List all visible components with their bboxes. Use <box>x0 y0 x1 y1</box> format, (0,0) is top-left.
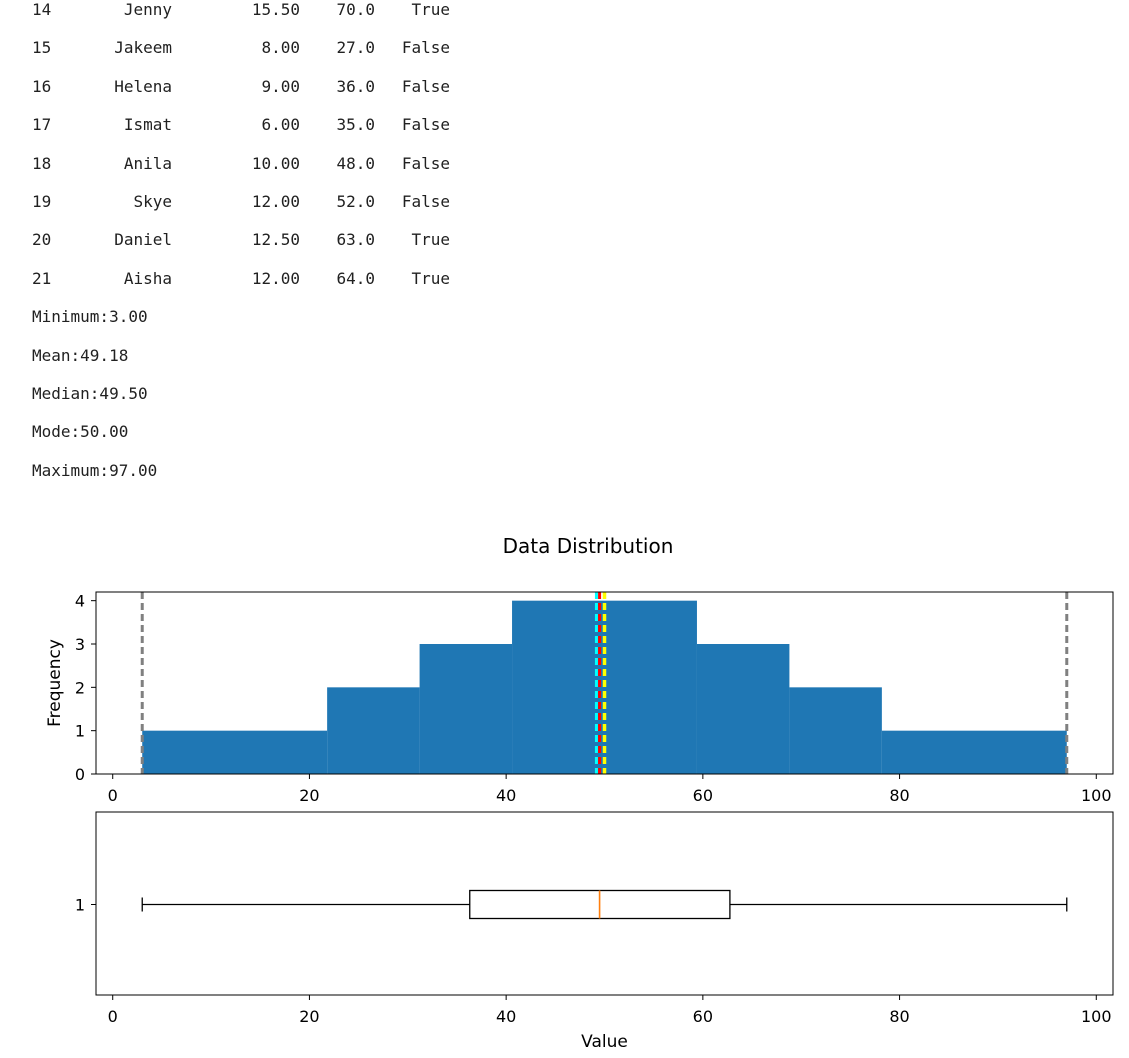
histogram-bar <box>696 644 790 774</box>
y-tick-label: 4 <box>75 592 85 611</box>
row-index: 19 <box>32 191 52 211</box>
stat-mean: Mean:49.18 <box>32 345 129 365</box>
x-tick-label: 60 <box>693 786 713 805</box>
row-hours: 8.00 <box>261 38 300 58</box>
y-tick-label: 0 <box>75 765 85 784</box>
row-pass: True <box>411 0 450 19</box>
row-grade: 48.0 <box>336 153 375 173</box>
row-name: Jakeem <box>114 38 172 58</box>
chart-figure: Data Distribution 0 20 40 60 80 100 0 1 2 3 4 Freque… <box>45 534 1114 1052</box>
row-hours: 12.00 <box>251 191 300 211</box>
boxplot-frame <box>95 811 1114 996</box>
row-index: 18 <box>32 153 52 173</box>
y-tick-label: 1 <box>75 722 85 741</box>
row-grade: 64.0 <box>336 268 375 288</box>
row-pass: False <box>401 76 450 96</box>
row-grade: 52.0 <box>336 191 375 211</box>
row-name: Daniel <box>114 230 172 250</box>
y-axis-label: Frequency <box>45 639 65 727</box>
row-pass: False <box>401 38 450 58</box>
row-grade: 35.0 <box>336 115 375 135</box>
data-table: 14 Jenny 15.50 70.0 True 15 Jakeem 8.00 27.0 Fals… <box>32 0 472 307</box>
table-row: 21 Aisha 12.00 64.0 True <box>32 269 472 307</box>
x-tick-label: 0 <box>108 1007 118 1026</box>
x-tick-label: 80 <box>889 1007 909 1026</box>
row-pass: False <box>401 191 450 211</box>
y-tick-label: 3 <box>75 635 85 654</box>
row-name: Jenny <box>123 0 172 19</box>
table-row: 17 Ismat 6.00 35.0 False <box>32 115 472 153</box>
y-tick-label: 1 <box>75 896 85 915</box>
row-grade: 63.0 <box>336 230 375 250</box>
x-tick-label: 60 <box>693 1007 713 1026</box>
x-tick-label: 40 <box>496 1007 516 1026</box>
x-tick-label: 80 <box>889 786 909 805</box>
row-grade: 70.0 <box>336 0 375 19</box>
x-tick-label: 100 <box>1081 786 1112 805</box>
row-index: 21 <box>32 268 52 288</box>
row-pass: True <box>411 230 450 250</box>
y-tick-label: 2 <box>75 678 85 697</box>
x-axis-label: Value <box>581 1032 628 1052</box>
table-row: 18 Anila 10.00 48.0 False <box>32 154 472 192</box>
histogram-bar <box>419 644 513 774</box>
row-index: 20 <box>32 230 52 250</box>
table-row: 16 Helena 9.00 36.0 False <box>32 77 472 115</box>
table-row: 19 Skye 12.00 52.0 False <box>32 192 472 230</box>
row-name: Anila <box>123 153 172 173</box>
row-hours: 12.50 <box>251 230 300 250</box>
row-name: Helena <box>114 76 172 96</box>
x-tick-label: 40 <box>496 786 516 805</box>
table-row: 14 Jenny 15.50 70.0 True <box>32 0 472 38</box>
row-index: 16 <box>32 76 52 96</box>
stat-maximum: Maximum:97.00 <box>32 460 158 480</box>
x-tick-label: 100 <box>1081 1007 1112 1026</box>
row-index: 17 <box>32 115 52 135</box>
row-hours: 12.00 <box>251 268 300 288</box>
histogram-bar <box>142 730 328 774</box>
row-index: 14 <box>32 0 52 19</box>
row-hours: 15.50 <box>251 0 300 19</box>
histogram-bar <box>789 687 882 774</box>
x-tick-label: 0 <box>108 786 118 805</box>
row-hours: 6.00 <box>261 115 300 135</box>
histogram-bar <box>881 730 1067 774</box>
table-row: 20 Daniel 12.50 63.0 True <box>32 230 472 268</box>
row-name: Skye <box>133 191 172 211</box>
row-pass: False <box>401 115 450 135</box>
chart-title: Data Distribution <box>503 534 674 558</box>
row-hours: 10.00 <box>251 153 300 173</box>
x-tick-label: 20 <box>299 786 319 805</box>
stat-mode: Mode:50.00 <box>32 422 129 442</box>
x-tick-label: 20 <box>299 1007 319 1026</box>
row-name: Aisha <box>123 268 172 288</box>
row-pass: False <box>401 153 450 173</box>
histogram-frame <box>95 591 1114 775</box>
row-name: Ismat <box>123 115 172 135</box>
histogram-bar <box>327 687 420 774</box>
figure: Data Distribution 0 20 40 60 80 100 0 1 2 3 4 Freque… <box>0 525 1129 1058</box>
row-pass: True <box>411 268 450 288</box>
row-grade: 36.0 <box>336 76 375 96</box>
table-row: 15 Jakeem 8.00 27.0 False <box>32 38 472 76</box>
stat-median: Median:49.50 <box>32 383 148 403</box>
stat-minimum: Minimum:3.00 <box>32 307 148 327</box>
row-grade: 27.0 <box>336 38 375 58</box>
output-area: 14 Jenny 15.50 70.0 True 15 Jakeem 8.00 27.0 Fals… <box>32 0 472 499</box>
row-index: 15 <box>32 38 52 58</box>
row-hours: 9.00 <box>261 76 300 96</box>
